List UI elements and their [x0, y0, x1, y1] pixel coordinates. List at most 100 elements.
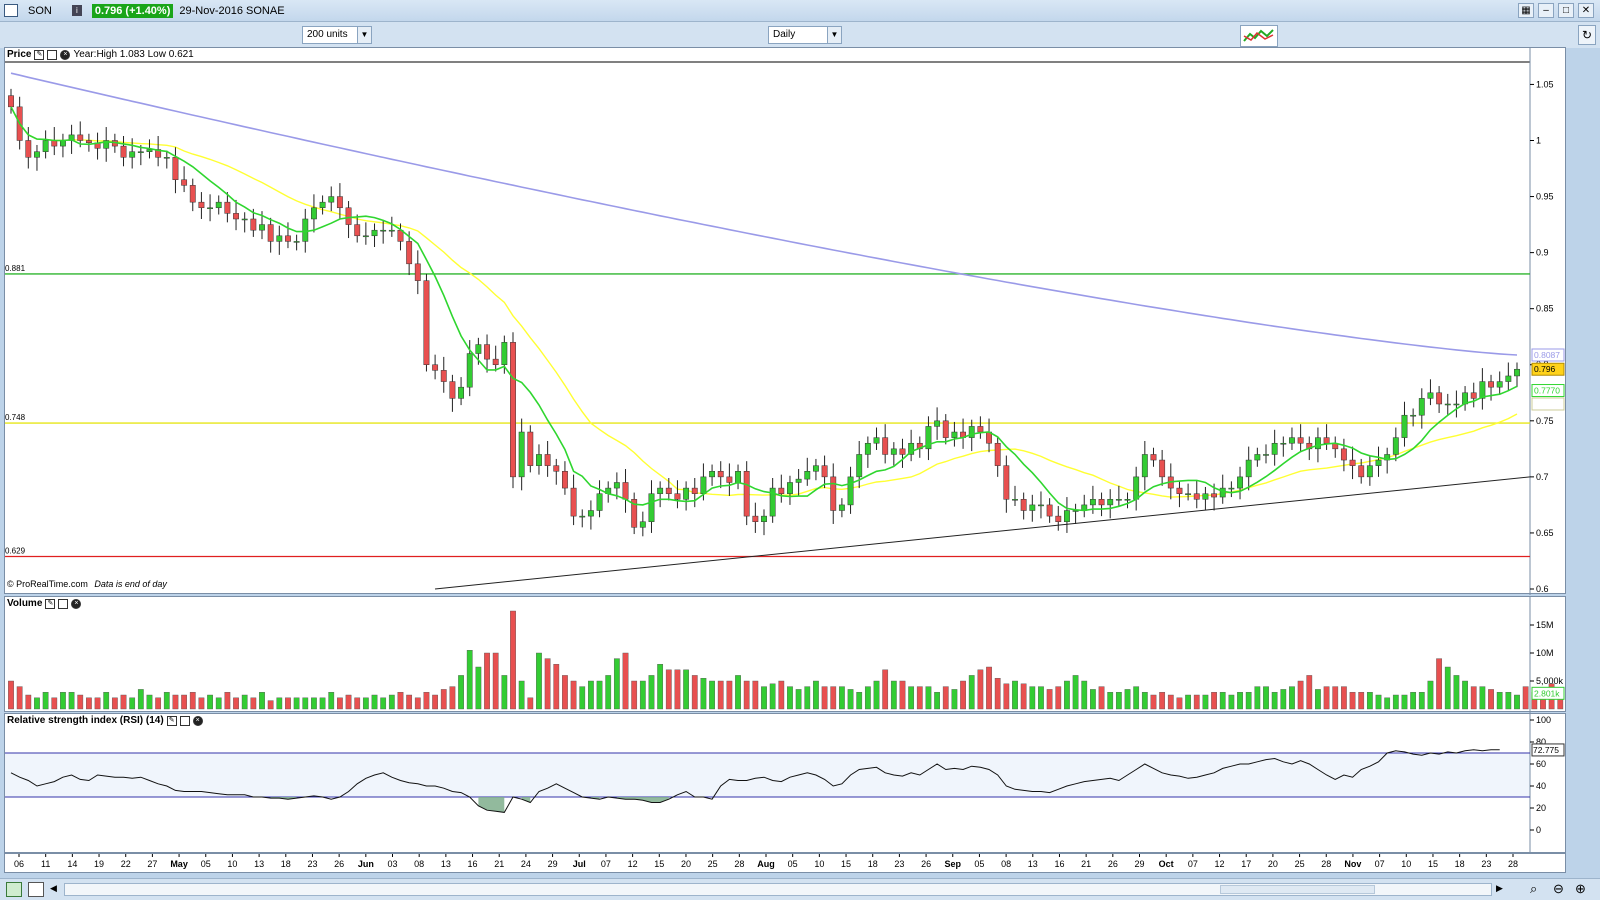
- volume-bar: [605, 675, 612, 710]
- volume-tick-label: 5,000k: [1536, 676, 1564, 686]
- volume-bar: [241, 694, 248, 710]
- wrench-icon[interactable]: ✎: [45, 598, 56, 609]
- zoom-in-icon[interactable]: ⊕: [1575, 881, 1586, 896]
- volume-bar: [1323, 686, 1330, 710]
- candle-body: [224, 201, 231, 214]
- date-label: 29-Nov-2016 SONAE: [179, 4, 285, 17]
- maximize-icon[interactable]: □: [1558, 3, 1574, 18]
- volume-bar: [172, 694, 179, 710]
- candle-body: [1012, 499, 1018, 501]
- level-label: 0.629: [5, 546, 26, 555]
- candle-body: [492, 358, 499, 365]
- candle-body: [328, 196, 335, 203]
- draw-icon[interactable]: [6, 882, 22, 897]
- ma200-tag-box: [1531, 348, 1565, 362]
- close-icon[interactable]: ✕: [1578, 3, 1594, 18]
- volume-bar: [319, 697, 326, 710]
- refresh-icon[interactable]: ↻: [1578, 25, 1596, 45]
- price-tick-label: 0.7: [1536, 472, 1549, 482]
- x-tick-label: 15: [654, 859, 664, 869]
- candle-body: [691, 487, 698, 494]
- x-tick-label: 15: [1428, 859, 1438, 869]
- candle-body: [579, 515, 586, 518]
- volume-bar: [215, 697, 222, 710]
- candle-body: [1340, 448, 1347, 461]
- volume-bar: [466, 650, 473, 710]
- volume-bar: [951, 689, 958, 710]
- candle-body: [1107, 499, 1114, 506]
- volume-bar: [103, 691, 110, 710]
- indicators-button[interactable]: [1240, 25, 1278, 47]
- volume-bar: [267, 700, 274, 710]
- volume-bar: [51, 697, 58, 710]
- scroll-left-icon[interactable]: ◀: [50, 883, 57, 893]
- volume-bar: [397, 691, 404, 710]
- window-icon[interactable]: [58, 598, 69, 609]
- candle-body: [310, 207, 317, 220]
- close-icon[interactable]: ×: [192, 715, 203, 726]
- rsi-chart[interactable]: 100 80 60 40 20 0 72.775: [5, 714, 1567, 854]
- candle-body: [1185, 493, 1192, 495]
- window-icon[interactable]: [47, 49, 58, 60]
- volume-bar: [16, 686, 23, 710]
- scrollbar-thumb[interactable]: [1220, 885, 1375, 894]
- units-value: 200 units: [307, 29, 348, 40]
- volume-bar: [934, 691, 940, 710]
- volume-chart[interactable]: 15M 10M 5,000k 2.801k: [5, 597, 1567, 713]
- ma200-tag: 0.8087: [1534, 350, 1560, 360]
- last-price-tag-box: [1531, 362, 1565, 376]
- candle-body: [155, 149, 162, 158]
- copyright-text: © ProRealTime.com: [7, 579, 88, 589]
- candle-body: [717, 471, 724, 478]
- zoom-fit-icon[interactable]: ⌕: [1530, 881, 1538, 896]
- x-tick-label: 28: [734, 859, 744, 869]
- volume-bar: [1219, 691, 1226, 710]
- volume-bar: [1488, 689, 1494, 710]
- units-dropdown[interactable]: 200 units ▼: [302, 26, 372, 44]
- close-icon[interactable]: ×: [60, 49, 71, 60]
- x-tick-label: 10: [227, 859, 237, 869]
- minimize-icon[interactable]: –: [1538, 3, 1554, 18]
- candle-body: [172, 157, 179, 180]
- volume-bar: [769, 683, 776, 710]
- volume-bar: [1202, 694, 1209, 710]
- candle-body: [536, 454, 542, 466]
- candle-body: [475, 344, 482, 354]
- ma-fast-tag: 0.7770: [1534, 386, 1560, 396]
- volume-bar: [977, 669, 984, 710]
- volume-bar: [735, 675, 741, 710]
- cursor-icon[interactable]: [28, 882, 44, 897]
- close-icon[interactable]: ×: [71, 598, 82, 609]
- wrench-icon[interactable]: ✎: [34, 49, 45, 60]
- candle-body: [207, 207, 214, 210]
- candle-body: [302, 218, 309, 242]
- layout-icon[interactable]: ▦: [1518, 3, 1534, 18]
- wrench-icon[interactable]: ✎: [166, 715, 177, 726]
- candle-body: [674, 493, 681, 500]
- candle-body: [259, 224, 265, 231]
- volume-bar: [1289, 686, 1295, 710]
- window-icon[interactable]: [179, 715, 190, 726]
- info-icon[interactable]: i: [71, 5, 82, 16]
- candle-body: [864, 442, 871, 455]
- scroll-right-icon[interactable]: ▶: [1496, 883, 1503, 893]
- candle-body: [1289, 437, 1295, 444]
- candle-body: [1488, 381, 1494, 388]
- volume-bar: [544, 658, 551, 710]
- price-tick-label: 0.65: [1536, 528, 1554, 538]
- window-icon[interactable]: [4, 4, 18, 17]
- volume-bar: [406, 694, 413, 710]
- price-chart[interactable]: 1.0510.950.90.850.80.750.70.650.60.8810.…: [5, 48, 1567, 595]
- x-tick-label: 18: [1455, 859, 1465, 869]
- period-dropdown[interactable]: Daily ▼: [768, 26, 842, 44]
- candle-body: [821, 465, 828, 478]
- x-tick-label: 21: [494, 859, 504, 869]
- x-tick-label: 27: [147, 859, 157, 869]
- volume-bar: [1020, 683, 1027, 710]
- zoom-out-icon[interactable]: ⊖: [1553, 881, 1564, 896]
- volume-bar: [1271, 691, 1278, 710]
- x-tick-label: 23: [307, 859, 317, 869]
- candle-body: [1470, 392, 1477, 399]
- candle-body: [1029, 504, 1036, 511]
- horizontal-scrollbar[interactable]: [64, 883, 1492, 896]
